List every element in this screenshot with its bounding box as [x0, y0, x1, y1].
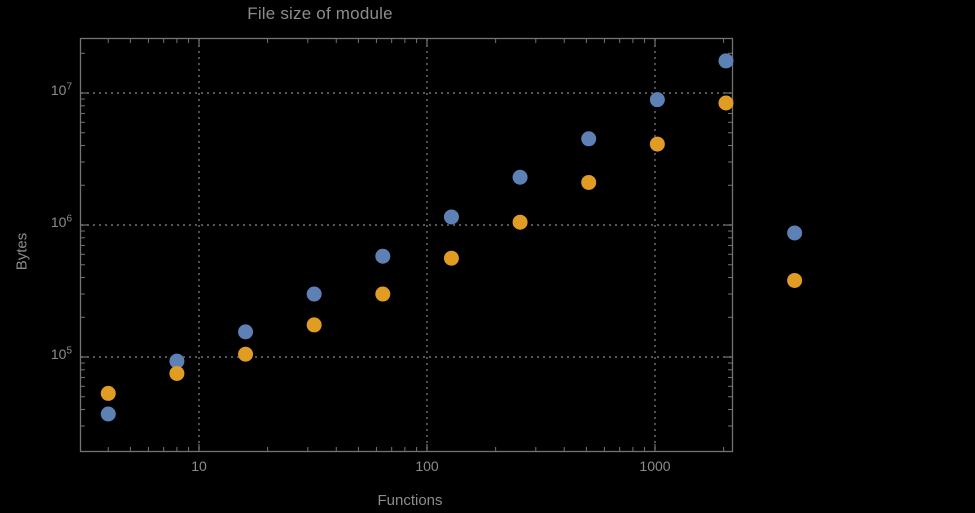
chart-title: File size of module: [247, 4, 393, 23]
data-points: [100, 53, 803, 422]
x-axis-title: Functions: [377, 492, 443, 509]
data-point: [649, 136, 665, 152]
plot-frame: [79, 37, 734, 453]
data-point: [169, 353, 185, 369]
x-tick-label: 1000: [639, 458, 671, 474]
data-point: [443, 209, 459, 225]
axis-ticks: [81, 39, 732, 451]
data-point: [581, 174, 597, 190]
data-point: [238, 324, 254, 340]
y-axis-title: Bytes: [13, 232, 31, 271]
y-tick-label: 105: [50, 345, 72, 362]
data-point: [718, 53, 734, 69]
data-point: [787, 225, 803, 241]
y-tick-label: 107: [50, 81, 72, 98]
data-point: [375, 286, 391, 302]
data-point: [787, 272, 803, 288]
data-point: [169, 365, 185, 381]
data-point: [512, 169, 528, 185]
data-point: [512, 214, 528, 230]
data-point: [375, 248, 391, 264]
grid-lines: [81, 39, 732, 451]
data-point: [100, 385, 116, 401]
data-point: [306, 286, 322, 302]
data-point: [649, 92, 665, 108]
x-tick-label: 100: [415, 458, 439, 474]
data-point: [238, 346, 254, 362]
data-point: [581, 131, 597, 147]
x-tick-label: 10: [191, 458, 207, 474]
data-point: [100, 406, 116, 422]
data-point: [718, 95, 734, 111]
data-point: [443, 250, 459, 266]
data-point: [306, 317, 322, 333]
y-tick-label: 106: [50, 213, 72, 230]
